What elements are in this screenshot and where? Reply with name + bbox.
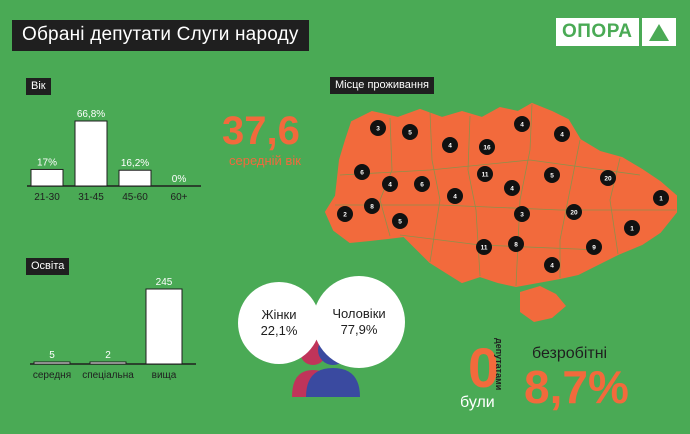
- unemployed-zero: 0: [468, 336, 500, 399]
- region-count: 6: [360, 170, 364, 177]
- region-dot: [392, 213, 408, 229]
- region-dot: [337, 206, 353, 222]
- average-age-label: середній вік: [229, 153, 301, 168]
- region-count: 2: [343, 212, 347, 219]
- region-dot: [514, 206, 530, 222]
- men-bubble: Чоловіки 77,9%: [313, 276, 405, 368]
- region-count: 6: [420, 182, 424, 189]
- data-label: 66,8%: [77, 109, 105, 120]
- data-label: 5: [49, 350, 55, 361]
- deputies-label: депутатами: [494, 338, 504, 391]
- tick-label: середня: [33, 370, 71, 381]
- women-value: 22,1%: [260, 323, 298, 338]
- region-dot: [414, 176, 430, 192]
- tick-label: вища: [152, 370, 177, 381]
- data-label: 245: [156, 277, 173, 288]
- region-dot: [653, 190, 669, 206]
- page-title: Обрані депутати Слуги народу: [12, 20, 309, 51]
- region-count: 11: [482, 172, 489, 179]
- tick-label: 60+: [171, 192, 188, 203]
- region-dot: [514, 116, 530, 132]
- women-label: Жінки: [261, 307, 297, 322]
- region-count: 5: [550, 173, 554, 180]
- region-dot: [402, 124, 418, 140]
- data-label: 16,2%: [121, 158, 149, 169]
- unemployed-value: 8,7%: [524, 361, 629, 413]
- region-dot: [447, 188, 463, 204]
- were-label: були: [460, 394, 495, 411]
- region-dot: [370, 120, 386, 136]
- region-count: 5: [398, 219, 402, 226]
- bar: [33, 361, 71, 365]
- bar: [74, 120, 108, 187]
- region-count: 4: [550, 263, 554, 270]
- men-label: Чоловіки: [332, 306, 386, 321]
- women-bubble: Жінки 22,1%: [238, 282, 320, 364]
- tick-label: 31-45: [78, 192, 104, 203]
- region-dot: [504, 180, 520, 196]
- unemployed-label: безробітні: [532, 345, 608, 362]
- region-dot: [508, 236, 524, 252]
- logo-separator: [639, 18, 643, 46]
- age-label: Вік: [26, 78, 51, 95]
- region-count: 4: [448, 143, 452, 150]
- region-dot: [354, 164, 370, 180]
- region-count: 4: [388, 182, 392, 189]
- region-dot: [442, 137, 458, 153]
- bar: [89, 361, 127, 365]
- region-count: 8: [370, 204, 374, 211]
- region-dot: [544, 167, 560, 183]
- region-dot: [544, 257, 560, 273]
- region-count: 16: [483, 145, 491, 152]
- opora-logo: ОПОРА: [556, 18, 676, 46]
- region-count: 4: [520, 122, 524, 129]
- logo-triangle-icon: [649, 23, 670, 41]
- region-count: 3: [376, 126, 380, 133]
- tick-label: 21-30: [34, 192, 60, 203]
- region-count: 8: [514, 242, 518, 249]
- region-count: 4: [560, 132, 564, 139]
- average-age-value: 37,6: [222, 109, 300, 153]
- region-dot: [477, 166, 493, 182]
- bar: [145, 288, 183, 365]
- region-count: 20: [570, 210, 578, 217]
- region-dot: [566, 204, 582, 220]
- region-count: 4: [510, 186, 514, 193]
- region-count: 4: [453, 194, 457, 201]
- logo-text: ОПОРА: [562, 21, 633, 42]
- region-dot: [476, 239, 492, 255]
- bar: [118, 169, 152, 187]
- education-chart: 5 середня 2 спеціальна 245 вища: [30, 277, 196, 381]
- region-dot: [479, 139, 495, 155]
- region-dot: [624, 220, 640, 236]
- region-dot: [364, 198, 380, 214]
- region-dot: [554, 126, 570, 142]
- region-count: 11: [481, 245, 488, 252]
- region-dot: [382, 176, 398, 192]
- region-count: 1: [659, 196, 663, 203]
- region-count: 3: [520, 212, 524, 219]
- tick-label: 45-60: [122, 192, 148, 203]
- data-label: 0%: [172, 174, 187, 185]
- region-count: 1: [630, 226, 634, 233]
- data-label: 17%: [37, 157, 57, 168]
- age-chart: 17% 21-30 66,8% 31-45 16,2% 45-60 0% 60+: [27, 109, 201, 203]
- education-label: Освіта: [26, 258, 70, 275]
- crimea-shape: [520, 286, 566, 322]
- residence-label: Місце проживання: [330, 77, 434, 94]
- men-value: 77,9%: [340, 322, 378, 337]
- bar: [30, 168, 64, 187]
- region-dot: [586, 239, 602, 255]
- ukraine-shape: [324, 102, 677, 288]
- tick-label: спеціальна: [82, 370, 134, 381]
- region-dot: [600, 170, 616, 186]
- data-label: 2: [105, 350, 111, 361]
- region-count: 9: [592, 245, 596, 252]
- region-count: 20: [604, 176, 612, 183]
- region-count: 5: [408, 130, 412, 137]
- man-body-icon: [306, 368, 360, 397]
